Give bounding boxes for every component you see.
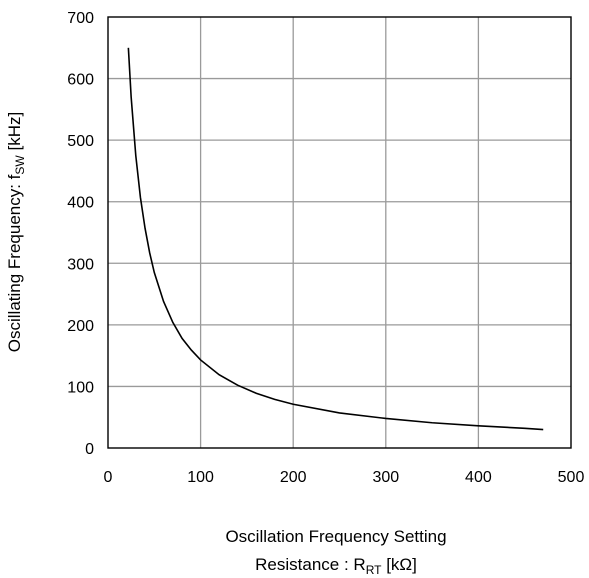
y-tick-label: 400: [67, 195, 94, 212]
x-tick-label: 500: [558, 469, 585, 486]
y-tick-label: 100: [67, 379, 94, 396]
x-tick-label: 100: [187, 469, 214, 486]
x-tick-labels: 0 100 200 300 400 500: [104, 469, 585, 486]
y-tick-label: 500: [67, 133, 94, 150]
y-tick-label: 200: [67, 318, 94, 335]
x-axis-title-line1: Oscillation Frequency Setting: [225, 527, 446, 546]
x-tick-label: 200: [280, 469, 307, 486]
y-axis-title: Oscillating Frequency: fSW [kHz]: [5, 112, 27, 352]
y-tick-label: 0: [85, 441, 94, 458]
y-tick-label: 600: [67, 72, 94, 89]
series-line: [127, 47, 544, 431]
y-tick-label: 700: [67, 10, 94, 27]
plot-frame: [107, 16, 572, 449]
y-tick-labels: 0 100 200 300 400 500 600 700: [67, 10, 94, 458]
x-axis-title-line2: Resistance : RRT [kΩ]: [255, 555, 417, 577]
x-tick-label: 400: [465, 469, 492, 486]
x-tick-label: 300: [372, 469, 399, 486]
x-tick-label: 0: [104, 469, 113, 486]
grid: [108, 17, 571, 448]
y-tick-label: 300: [67, 256, 94, 273]
